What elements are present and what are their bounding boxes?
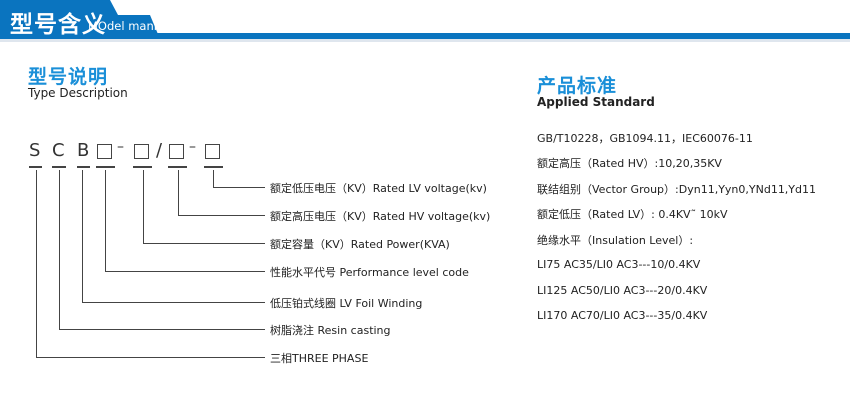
connector-power: [143, 170, 265, 244]
underline-box-1: [96, 166, 115, 168]
type-section-subtitle: Type Description: [28, 86, 128, 100]
code-dash-2: –: [189, 139, 196, 155]
standard-line: LI75 AC35/LI0 AC3---10/0.4KV: [537, 258, 701, 271]
connector-phase: [36, 170, 265, 358]
standard-line: GB/T10228，GB1094.11，IEC60076-11: [537, 132, 753, 145]
label-rated-hv: 额定高压电压（KV）Rated HV voltage(kv): [270, 210, 491, 223]
code-letter-c: C: [52, 140, 65, 161]
connector-resin: [59, 170, 265, 330]
underline-s: [29, 166, 42, 168]
label-rated-lv: 额定低压电压（KV）Rated LV voltage(kv): [270, 182, 487, 195]
standard-line: LI125 AC50/LI0 AC3---20/0.4KV: [537, 284, 708, 297]
header-title: 型号含义: [10, 12, 106, 38]
code-dash-1: –: [117, 139, 124, 155]
label-rated-power: 额定容量（KV）Rated Power(KVA): [270, 238, 450, 251]
code-letter-b: B: [77, 140, 90, 161]
standard-line: 额定低压（Rated LV）: 0.4KV˜ 10kV: [537, 208, 728, 221]
connector-performance: [105, 170, 265, 272]
connector-hv: [178, 170, 265, 216]
standard-line: 联结组别（Vector Group）:Dyn11,Yyn0,YNd11,Yd11: [537, 183, 817, 196]
label-resin-casting: 树脂浇注 Resin casting: [270, 324, 391, 337]
code-letter-s: S: [29, 140, 41, 161]
header-tab-shape: [0, 0, 160, 39]
underline-c: [52, 166, 66, 168]
header-rule-shadow: [0, 39, 850, 42]
code-box-performance: [97, 144, 112, 159]
label-three-phase: 三相THREE PHASE: [270, 352, 369, 365]
standard-line: 额定高压（Rated HV）:10,20,35KV: [537, 157, 722, 170]
code-box-lv: [205, 144, 220, 159]
code-slash: /: [156, 140, 163, 161]
standard-line: LI170 AC70/LI0 AC3---35/0.4KV: [537, 309, 708, 322]
header-subtitle: MOdel maning: [88, 19, 172, 33]
standard-line: 绝缘水平（Insulation Level）:: [537, 234, 694, 247]
header-rule: [0, 33, 850, 39]
label-lv-foil: 低压铂式线圈 LV Foil Winding: [270, 297, 423, 310]
underline-box-3: [168, 166, 187, 168]
underline-box-4: [204, 166, 223, 168]
connector-lv: [213, 170, 265, 188]
underline-box-2: [133, 166, 152, 168]
label-performance-level: 性能水平代号 Performance level code: [270, 266, 469, 279]
underline-b: [77, 166, 90, 168]
standard-section-title: 产品标准: [537, 75, 618, 97]
standard-section-subtitle: Applied Standard: [537, 95, 655, 109]
code-box-hv: [169, 144, 184, 159]
code-box-power: [134, 144, 149, 159]
type-section-title: 型号说明: [28, 66, 109, 88]
connector-foil: [82, 170, 265, 303]
